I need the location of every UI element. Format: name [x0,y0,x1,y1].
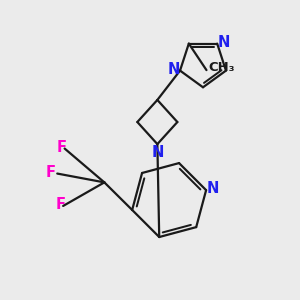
Text: N: N [151,145,164,160]
Text: F: F [55,197,65,212]
Text: N: N [218,35,230,50]
Text: CH₃: CH₃ [208,61,234,74]
Text: N: N [167,62,180,77]
Text: F: F [57,140,67,154]
Text: F: F [46,165,56,180]
Text: N: N [206,181,219,196]
